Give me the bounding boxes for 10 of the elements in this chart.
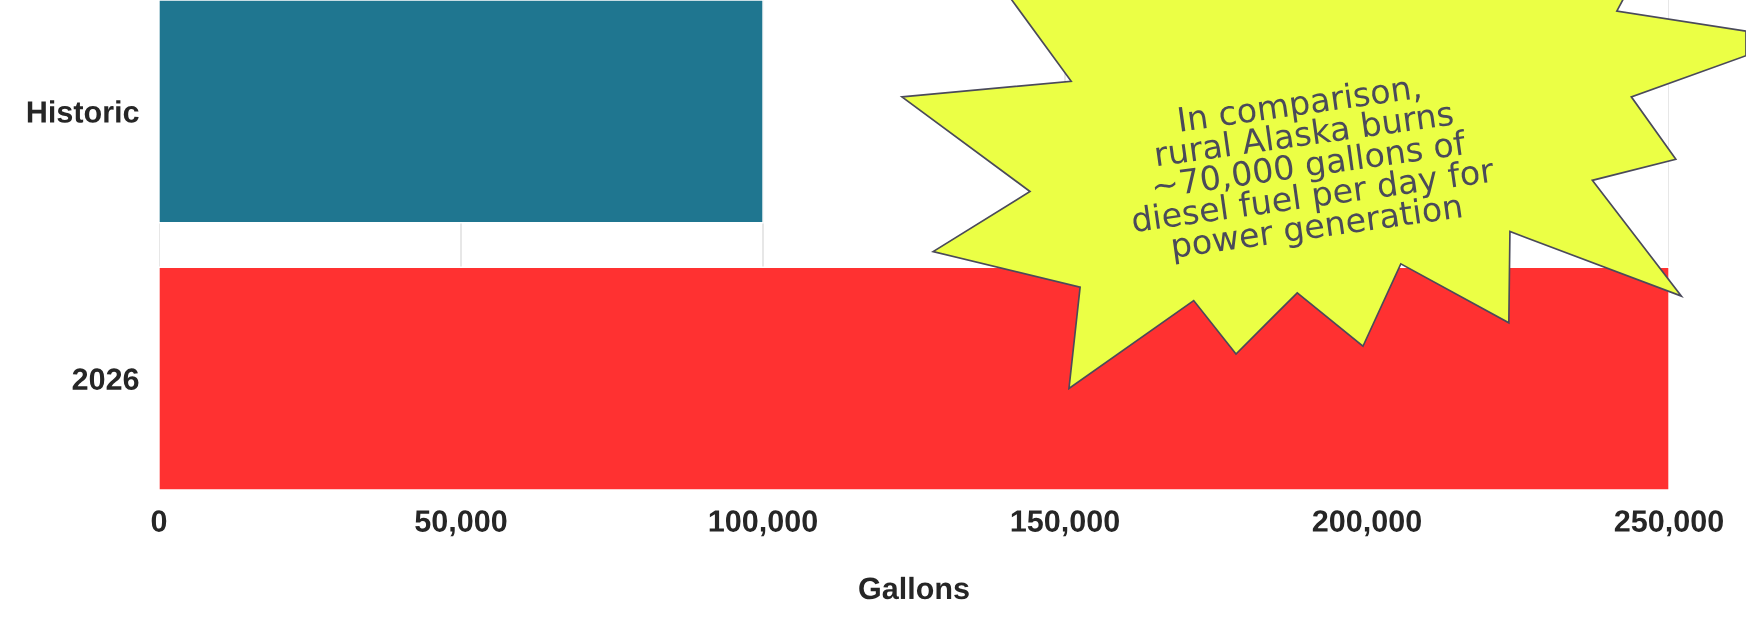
x-tick-label: 50,000 [415,510,507,537]
x-tick-label: 100,000 [709,510,817,537]
x-tick-label: 0 [151,510,167,532]
annotation: In comparison, rural Alaska burns ~70,000 gallons of diesel fuel per day for power generation [1131,72,1496,265]
y-tick-label: 2026 [72,368,139,390]
x-axis-title: Gallons [859,576,969,600]
x-tick-label: 150,000 [1011,510,1119,537]
x-tick-label: 250,000 [1614,510,1723,537]
x-tick-label: 200,000 [1312,510,1421,537]
y-tick-label: Historic [27,100,139,123]
